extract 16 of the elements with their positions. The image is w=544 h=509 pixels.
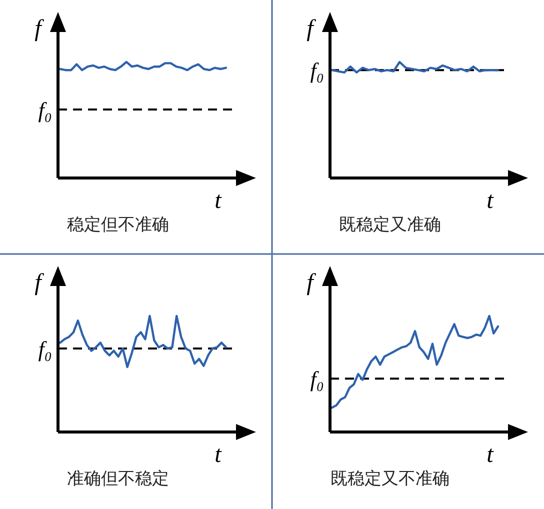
y-axis-title: f [34,16,45,42]
x-axis-title: t [486,188,495,214]
y-axis-title: f [34,270,45,296]
x-axis-title: t [486,442,495,468]
text: 既稳定又准确 [339,215,441,234]
y-axis-title: f [306,16,317,42]
y-axis-title: f [306,270,317,296]
x-axis-title: t [214,442,223,468]
text: 稳定但不准确 [67,215,169,234]
ref-line-label: f₀ [38,98,52,123]
x-axis-title: t [214,188,223,214]
ref-line-label: f₀ [310,366,324,392]
ref-line-label: f₀ [310,58,324,84]
text: 准确但不稳定 [67,469,169,488]
ref-line-label: f₀ [38,336,52,362]
text: 既稳定又不准确 [330,469,450,488]
